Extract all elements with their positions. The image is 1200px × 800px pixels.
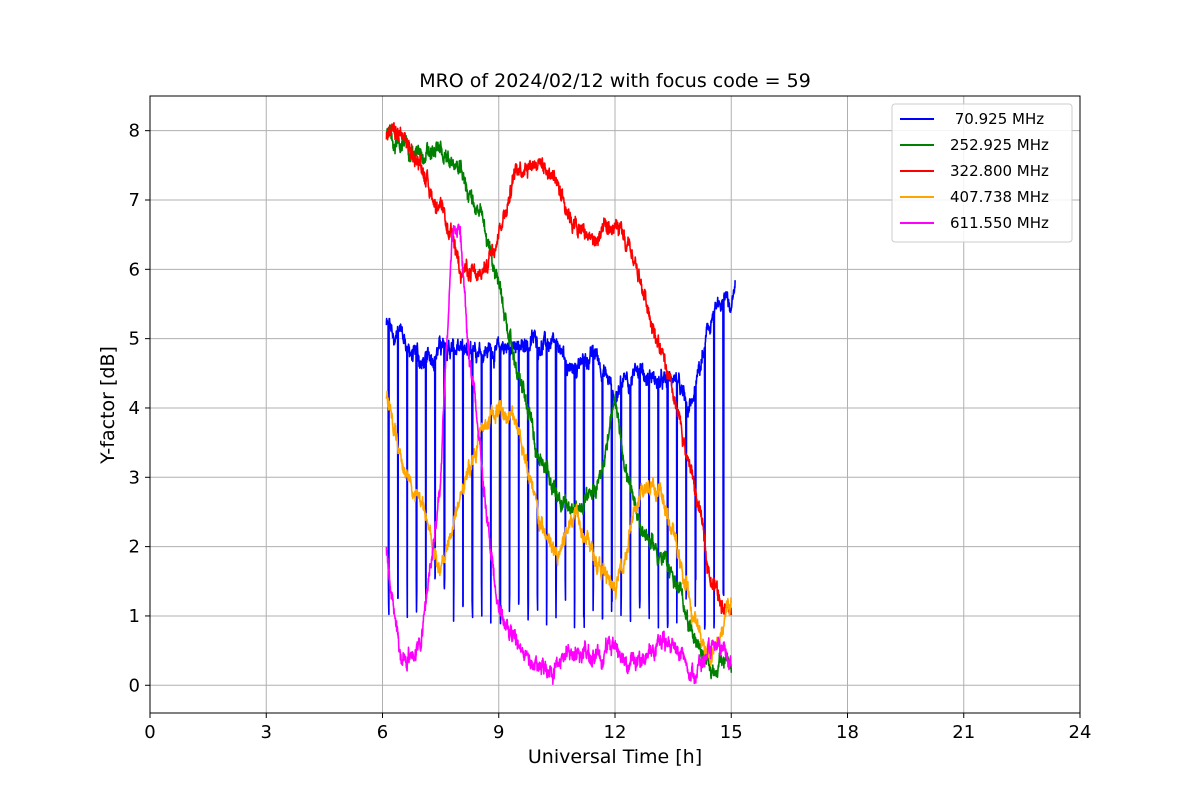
legend-label: 322.800 MHz — [950, 162, 1049, 180]
y-tick-label: 3 — [129, 467, 140, 488]
series-line-0 — [385, 280, 736, 630]
x-tick-label: 0 — [144, 722, 155, 743]
x-tick-label: 12 — [604, 722, 627, 743]
y-tick-label: 5 — [129, 329, 140, 350]
y-tick-label: 7 — [129, 190, 140, 211]
y-tick-label: 6 — [129, 259, 140, 280]
x-tick-label: 18 — [836, 722, 859, 743]
y-tick-label: 8 — [129, 121, 140, 142]
legend-label: 611.550 MHz — [950, 214, 1049, 232]
x-axis: 0 3 6 9 12 15 18 21 24 — [144, 713, 1091, 743]
x-tick-label: 15 — [720, 722, 743, 743]
chart-title: MRO of 2024/02/12 with focus code = 59 — [419, 70, 811, 92]
y-tick-label: 4 — [129, 398, 140, 419]
x-axis-label: Universal Time [h] — [528, 746, 702, 768]
x-tick-label: 6 — [377, 722, 388, 743]
y-tick-label: 1 — [129, 606, 140, 627]
y-tick-label: 0 — [129, 675, 140, 696]
y-tick-label: 2 — [129, 537, 140, 558]
series-line-4 — [385, 223, 733, 685]
legend-box — [891, 103, 1073, 243]
x-tick-label: 24 — [1069, 722, 1092, 743]
legend-items: 70.925 MHz 252.925 MHz 322.800 MHz 407.738 … — [900, 110, 1049, 232]
y-axis: 0 1 2 3 4 5 6 7 8 — [129, 121, 150, 696]
legend: 70.925 MHz 252.925 MHz 322.800 MHz 407.738 … — [891, 103, 1073, 243]
series-line-1 — [385, 124, 733, 680]
series-line-2 — [385, 122, 733, 616]
x-tick-label: 9 — [493, 722, 504, 743]
x-tick-label: 3 — [261, 722, 272, 743]
legend-label: 407.738 MHz — [950, 188, 1049, 206]
series-line-3 — [385, 390, 733, 667]
legend-label: 70.925 MHz — [950, 110, 1044, 128]
series-layer — [385, 122, 736, 685]
legend-label: 252.925 MHz — [950, 136, 1049, 154]
x-tick-label: 21 — [952, 722, 975, 743]
y-axis-label: Y-factor [dB] — [97, 346, 119, 465]
